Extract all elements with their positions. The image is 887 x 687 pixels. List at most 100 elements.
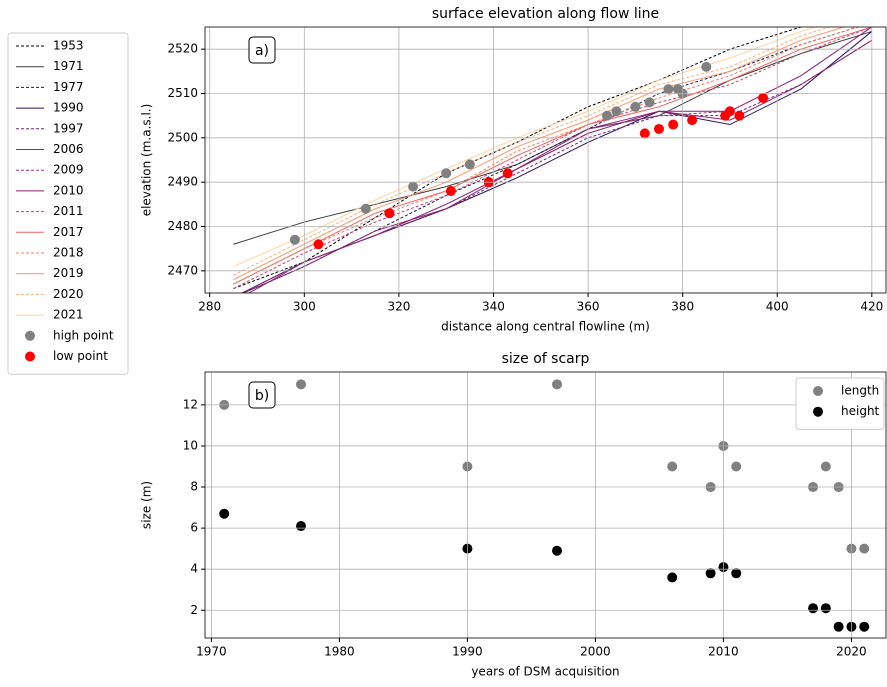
chart-title: surface elevation along flow line	[432, 6, 659, 22]
legend-swatch	[25, 351, 35, 362]
x-tick-label: 2010	[708, 645, 739, 659]
scatter-point	[644, 97, 655, 108]
legend-box	[7, 32, 129, 375]
y-tick-label: 12	[183, 397, 198, 411]
x-axis-label: distance along central flowline (m)	[441, 320, 650, 334]
scatter-point	[654, 123, 664, 134]
annotation: b)	[255, 388, 269, 404]
legend-label: low point	[53, 349, 108, 363]
legend-label: 2011	[53, 204, 84, 218]
chart-title: size of scarp	[502, 351, 590, 367]
annotation-box	[248, 381, 276, 409]
legend-label: height	[841, 404, 880, 418]
scatter-point	[630, 101, 641, 112]
legend-label: 2017	[53, 225, 84, 239]
scatter-point	[758, 92, 769, 103]
scatter-point	[833, 621, 844, 632]
annotation-box	[248, 36, 276, 64]
line-series	[241, 39, 873, 293]
scatter-point	[219, 508, 230, 519]
y-tick-label: 6	[190, 521, 198, 535]
x-tick-label: 320	[387, 300, 410, 314]
line-series	[233, 30, 872, 245]
plot-area	[233, 27, 873, 293]
scatter-point	[445, 186, 456, 197]
legend-label: 2018	[53, 246, 84, 260]
legend-label: 2009	[53, 163, 84, 177]
legend-label: 2006	[53, 142, 84, 156]
legend-label: length	[841, 384, 879, 398]
scatter-point	[464, 159, 475, 170]
scatter-point	[668, 119, 679, 130]
scatter-point	[820, 461, 831, 472]
legend-swatch	[813, 406, 823, 417]
scatter-point	[441, 168, 452, 179]
x-tick-label: 280	[198, 300, 221, 314]
scatter-point	[667, 572, 678, 583]
annotation: a)	[255, 43, 269, 59]
line-series	[241, 27, 873, 293]
scatter-point	[724, 106, 735, 117]
x-tick-label: 2000	[580, 645, 611, 659]
scatter-point	[502, 168, 513, 179]
y-tick-label: 8	[190, 480, 198, 494]
scatter-point	[289, 234, 300, 245]
scatter-point	[552, 545, 563, 556]
scatter-point	[384, 208, 395, 219]
y-axis-label: size (m)	[140, 481, 154, 529]
y-tick-label: 2470	[167, 263, 198, 277]
legend-label: 1953	[53, 39, 84, 53]
axes-frame	[204, 26, 887, 294]
scatter-point	[687, 115, 698, 126]
legend-swatch	[813, 386, 823, 396]
scatter-point	[705, 568, 716, 579]
scatter-point	[296, 521, 307, 532]
line-series	[242, 39, 873, 293]
line-series	[233, 27, 860, 285]
legend-label: 2010	[53, 183, 84, 197]
line-series	[241, 31, 873, 293]
scatter-point	[859, 621, 870, 632]
y-tick-label: 4	[190, 562, 198, 576]
line-series	[233, 27, 872, 285]
line-series	[248, 27, 873, 293]
y-tick-label: 10	[183, 438, 198, 452]
scatter-point	[734, 110, 745, 121]
scatter-point	[663, 84, 674, 95]
legend-label: 1977	[53, 80, 84, 94]
scatter-point	[360, 203, 371, 214]
scatter-point	[611, 106, 622, 117]
legend-label: high point	[53, 328, 114, 342]
x-tick-label: 420	[860, 300, 883, 314]
plot-area	[219, 379, 870, 632]
x-tick-label: 360	[577, 300, 600, 314]
scatter-point	[701, 61, 712, 72]
scatter-point	[859, 543, 870, 554]
line-series	[233, 27, 817, 267]
scatter-point	[408, 181, 419, 192]
scatter-point	[731, 568, 742, 579]
scatter-point	[667, 461, 678, 472]
scatter-point	[313, 239, 324, 250]
x-tick-label: 400	[766, 300, 789, 314]
legend-label: 1990	[53, 101, 84, 115]
axes-frame	[204, 371, 887, 639]
legend-label: 2019	[53, 266, 84, 280]
x-tick-label: 340	[482, 300, 505, 314]
legend-label: 1997	[53, 121, 84, 135]
y-tick-label: 2500	[167, 130, 198, 144]
y-tick-label: 2	[190, 603, 198, 617]
y-tick-label: 2490	[167, 175, 198, 189]
legend-label: 2020	[53, 287, 84, 301]
x-tick-label: 300	[293, 300, 316, 314]
line-series	[233, 27, 872, 290]
y-tick-label: 2510	[167, 86, 198, 100]
scatter-point	[808, 603, 819, 614]
y-axis-label: elevation (m.a.s.l.)	[140, 104, 154, 217]
y-tick-label: 2520	[167, 42, 198, 56]
x-tick-label: 2020	[836, 645, 867, 659]
scatter-point	[820, 603, 831, 614]
x-axis-label: years of DSM acquisition	[471, 665, 619, 679]
legend-swatch	[25, 330, 35, 341]
